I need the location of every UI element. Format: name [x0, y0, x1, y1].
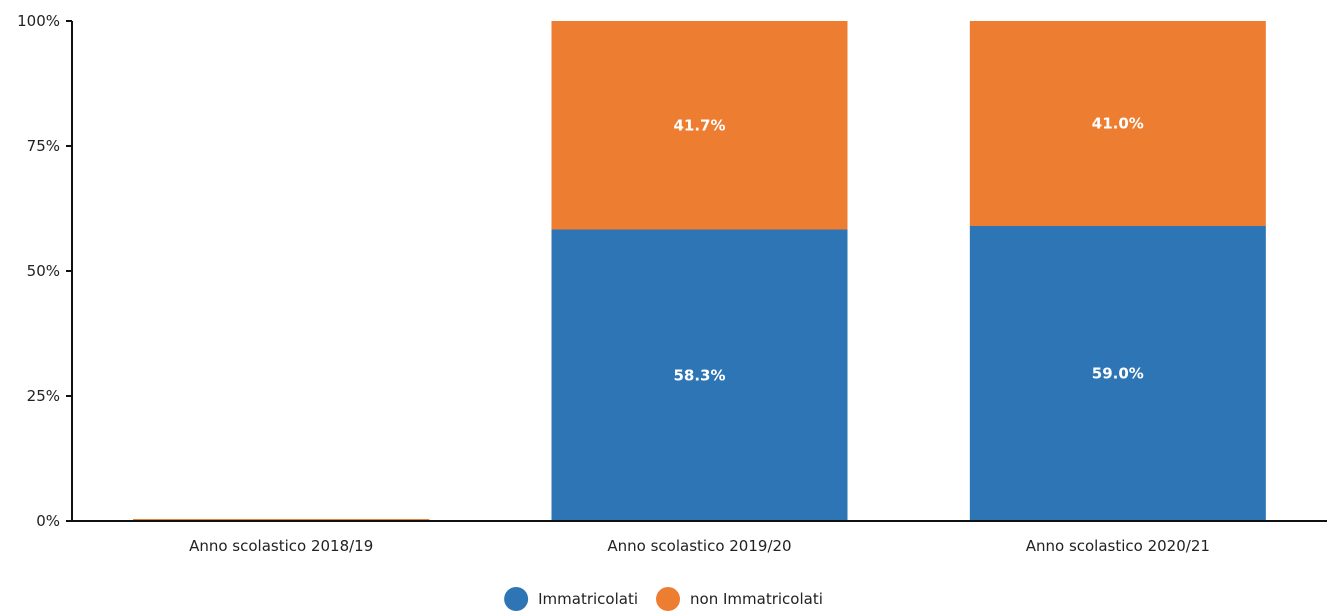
y-tick-label-3: 75% [27, 137, 60, 155]
legend-swatch-non-immatricolati [656, 587, 681, 611]
legend: Immatricolati non Immatricolati [504, 587, 823, 611]
axes-layer: Anno scolastico 2018/19 Anno scolastico 2… [17, 12, 1327, 555]
y-tick-label-2: 50% [27, 262, 60, 280]
bar-segment-immatricolati-1 [551, 229, 848, 521]
x-tick-label-2: Anno scolastico 2020/21 [1026, 537, 1210, 555]
bar-segment-non-immatricolati-2 [969, 21, 1266, 226]
y-tick-label-4: 100% [17, 12, 60, 30]
legend-swatch-immatricolati [504, 587, 529, 611]
bar-segment-non-immatricolati-1 [551, 21, 848, 230]
y-tick-label-0: 0% [36, 512, 60, 530]
bars-layer [133, 21, 1266, 521]
data-label-immatricolati-1: 58.3% [673, 366, 725, 384]
data-label-immatricolati-2: 59.0% [1092, 365, 1144, 383]
y-tick-label-1: 25% [27, 387, 60, 405]
x-tick-label-0: Anno scolastico 2018/19 [189, 537, 373, 555]
legend-label-non-immatricolati: non Immatricolati [690, 590, 823, 608]
data-label-non-immatricolati-2: 41.0% [1092, 115, 1144, 133]
data-label-non-immatricolati-1: 41.7% [673, 116, 725, 134]
legend-label-immatricolati: Immatricolati [538, 590, 638, 608]
x-tick-label-1: Anno scolastico 2019/20 [607, 537, 791, 555]
bar-segment-immatricolati-2 [969, 226, 1266, 521]
data-labels-layer: 58.3% 41.7% 59.0% 41.0% [673, 115, 1143, 385]
